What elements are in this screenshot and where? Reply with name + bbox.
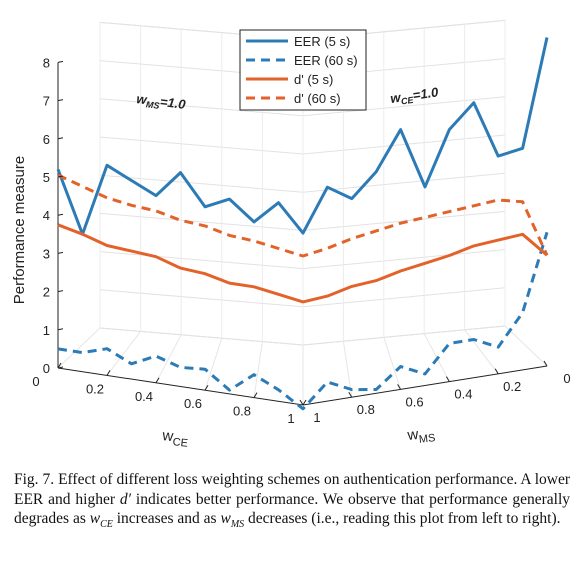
wms-tick-label: 0.6 <box>406 394 424 409</box>
grid-line-wms <box>504 325 548 367</box>
wms-tick-mark <box>445 376 450 382</box>
x-axis-label-wms: wMS <box>406 424 436 447</box>
y-tick-mark <box>57 175 64 178</box>
wce-tick-label: 0 <box>32 374 39 389</box>
y-tick-label: 7 <box>43 94 50 109</box>
wce-tick-mark <box>106 370 111 376</box>
y-tick-label: 1 <box>43 323 50 338</box>
caption-text-4: decreases (i.e., reading this plot from … <box>244 510 561 527</box>
y-tick-mark <box>57 213 64 216</box>
legend-label: d' (5 s) <box>294 72 333 87</box>
series-line-d-5-s- <box>57 223 548 304</box>
figure-caption: Fig. 7. Effect of different loss weighti… <box>14 470 570 535</box>
y-tick-label: 4 <box>43 208 50 223</box>
wce-tick-label: 0.8 <box>233 404 251 419</box>
performance-3d-chart: 0 1 2 3 4 5 6 7 8 0 0.2 0.4 0.6 0.8 1 1 0.8 0.6 0.4 0.2 0 Pe… <box>11 19 571 450</box>
wce-tick-mark <box>253 392 258 398</box>
y-tick-mark <box>57 366 64 369</box>
wms-tick-mark <box>543 360 548 367</box>
y-tick-mark <box>57 290 64 293</box>
grid-line-wce <box>204 338 223 391</box>
wms-tick-label: 0.4 <box>454 387 472 402</box>
y-tick-mark <box>57 251 64 254</box>
y-axis-label: Performance measure <box>11 156 28 304</box>
grid-line-wce <box>155 334 182 384</box>
wms-tick-label: 0.2 <box>503 379 521 394</box>
series-line-eer-5-s- <box>56 37 549 236</box>
grid-line-wms <box>383 337 402 390</box>
caption-wce: wCE <box>89 510 113 531</box>
y-tick-label: 5 <box>43 170 50 185</box>
wms-tick-label: 0 <box>563 371 570 386</box>
series-line-eer-60-s- <box>57 231 549 411</box>
wce-tick-label: 0.4 <box>135 389 153 404</box>
wms-tick-label: 0.8 <box>357 402 375 417</box>
y-tick-label: 0 <box>43 361 50 376</box>
legend-label: EER (5 s) <box>294 34 350 49</box>
wms-tick-mark <box>348 391 353 398</box>
wms-tick-mark <box>494 368 499 375</box>
tick-labels: 0 1 2 3 4 5 6 7 8 0 0.2 0.4 0.6 0.8 1 1 0.8 0.6 0.4 0.2 0 <box>32 55 570 426</box>
wms-tick-label: 1 <box>313 410 320 425</box>
wce-tick-mark <box>302 399 307 406</box>
wce-tick-mark <box>57 362 62 369</box>
y-tick-mark <box>57 99 64 102</box>
caption-dprime: d′ <box>119 490 132 508</box>
caption-text-3: increases and as <box>112 510 221 527</box>
grid-line-wms <box>464 329 499 375</box>
y-tick-label: 6 <box>43 132 50 147</box>
grid-line-wce <box>253 341 263 398</box>
series-lines <box>56 37 549 411</box>
caption-wms: wMS <box>220 510 245 531</box>
wms-tick-mark <box>299 399 304 406</box>
legend: EER (5 s) EER (60 s) d' (5 s) d' (60 s) <box>239 29 367 111</box>
y-tick-mark <box>57 137 64 140</box>
left-panel-annotation: wMS=1.0 <box>135 91 187 114</box>
legend-label: EER (60 s) <box>294 53 358 68</box>
grid-line-wce <box>57 327 101 369</box>
y-tick-label: 3 <box>43 246 50 261</box>
wce-tick-mark <box>155 377 160 384</box>
y-tick-label: 8 <box>43 55 50 70</box>
wce-tick-label: 1 <box>287 411 294 426</box>
x-axis-label-wce: wCE <box>160 427 189 450</box>
wms-tick-mark <box>397 384 402 390</box>
caption-text-1: Effect of different loss weighting schem… <box>14 471 570 508</box>
y-tick-mark <box>57 60 64 63</box>
y-tick-mark <box>57 328 64 331</box>
wce-tick-label: 0.6 <box>184 396 202 411</box>
wce-tick-mark <box>204 384 209 391</box>
wce-tick-label: 0.2 <box>86 381 104 396</box>
right-panel-annotation: wCE=1.0 <box>389 84 440 108</box>
series-line-d-60-s- <box>57 173 549 258</box>
legend-label: d' (60 s) <box>294 91 341 106</box>
caption-text-2: indicates better performance. We observe… <box>14 490 570 528</box>
grid-line-wce <box>106 331 141 376</box>
y-tick-label: 2 <box>43 285 50 300</box>
caption-label: Fig. 7. <box>14 471 55 488</box>
